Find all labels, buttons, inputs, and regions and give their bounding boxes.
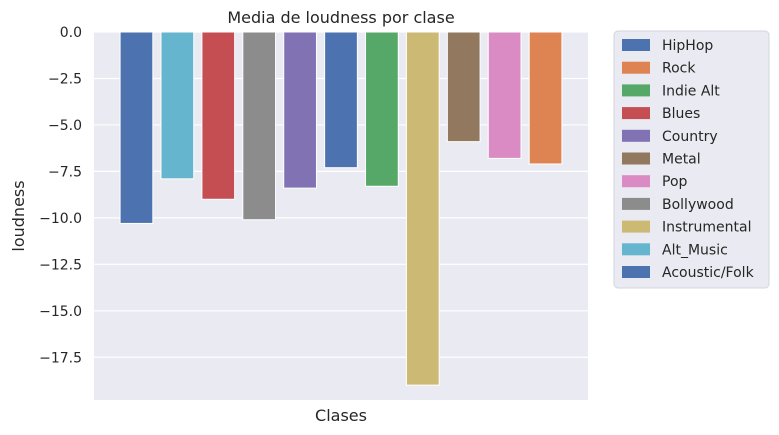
y-tick-label: −10.0 xyxy=(39,211,82,227)
legend-frame xyxy=(613,30,770,289)
y-axis-ticks: 0.0 −2.5 −5.0 −7.5 −10.0 −12.5 −15.0 −17.5 xyxy=(39,25,82,366)
y-tick-label: −15.0 xyxy=(39,304,82,320)
legend-swatch xyxy=(622,39,650,51)
legend-label: Blues xyxy=(662,106,700,122)
y-tick-label: −2.5 xyxy=(48,71,82,87)
x-axis-label: Clases xyxy=(315,406,367,425)
legend-swatch xyxy=(622,266,650,278)
y-tick-label: −17.5 xyxy=(39,350,82,366)
y-axis-label: loudness xyxy=(9,180,28,251)
bar-pop xyxy=(487,31,522,159)
bars xyxy=(119,31,563,386)
bar-metal xyxy=(446,31,481,143)
legend-label: HipHop xyxy=(662,38,713,54)
y-tick-label: −7.5 xyxy=(48,164,82,180)
legend-swatch xyxy=(622,243,650,256)
y-tick-label: 0.0 xyxy=(60,25,82,41)
legend-label: Rock xyxy=(662,61,696,77)
legend-swatch xyxy=(622,61,650,74)
legend-swatch xyxy=(622,107,650,120)
bar-bollywood xyxy=(242,31,277,221)
legend-label: Acoustic/Folk xyxy=(662,265,755,281)
y-tick-label: −5.0 xyxy=(48,118,82,134)
legend-label: Instrumental xyxy=(662,220,752,236)
legend-label: Pop xyxy=(662,174,688,190)
bar-blues xyxy=(201,31,236,200)
bar-instrumental xyxy=(405,31,440,386)
bar-indie-alt xyxy=(365,31,399,187)
chart-title: Media de loudness por clase xyxy=(227,8,454,27)
bar-hiphop xyxy=(324,31,358,169)
bar-country xyxy=(283,31,317,189)
legend: HipHop Rock Indie Alt Blues Country Metal Pop B… xyxy=(613,30,770,289)
bar-acoustic-folk xyxy=(119,31,154,224)
legend-swatch xyxy=(622,175,650,188)
legend-label: Indie Alt xyxy=(662,83,720,99)
legend-label: Metal xyxy=(662,152,701,168)
legend-swatch xyxy=(622,197,650,210)
legend-label: Country xyxy=(662,129,718,145)
legend-swatch xyxy=(622,129,650,142)
bar-alt-music xyxy=(160,31,195,180)
legend-label: Bollywood xyxy=(662,197,734,213)
legend-swatch xyxy=(622,152,650,165)
legend-swatch xyxy=(622,84,650,97)
y-tick-label: −12.5 xyxy=(39,257,82,273)
legend-label: Alt_Music xyxy=(662,242,728,258)
bar-rock xyxy=(528,31,563,165)
legend-swatch xyxy=(622,220,650,233)
